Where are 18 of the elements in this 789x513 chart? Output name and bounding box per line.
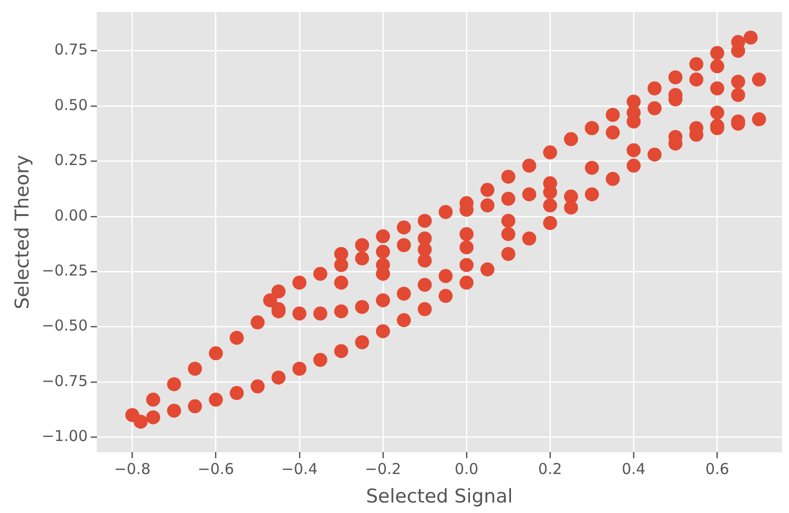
x-tick-label: −0.4 [281,460,318,478]
y-tick-label: 0.00 [54,206,88,224]
x-tick-label: 0.0 [454,460,478,478]
x-tick-label: 0.6 [705,460,730,478]
y-axis-title: Selected Theory [11,154,34,310]
y-tick-label: −0.25 [42,262,88,280]
y-tick-label: −0.75 [42,372,88,390]
y-tick-label: 0.25 [54,151,88,170]
x-axis-title: Selected Signal [366,486,513,508]
y-tick-label: 0.50 [54,96,88,114]
y-tick-label: −0.50 [42,316,88,335]
x-tick-label: 0.2 [538,460,562,478]
y-tick-label: −1.00 [42,427,88,446]
x-tick-label: −0.2 [364,460,402,478]
x-tick-label: 0.4 [622,460,646,478]
x-tick-label: −0.6 [198,460,234,478]
y-tick-label: 0.75 [54,40,88,59]
x-tick-label: −0.8 [114,460,150,478]
